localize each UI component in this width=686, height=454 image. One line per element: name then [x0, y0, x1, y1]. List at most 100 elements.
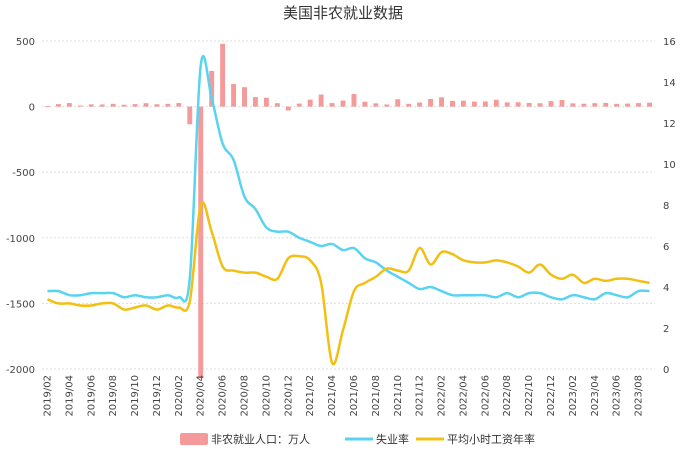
- bar-employment: [471, 101, 477, 107]
- bar-employment: [384, 104, 390, 107]
- bar-employment: [603, 102, 609, 107]
- x-tick-label: 2022/04: [458, 375, 469, 417]
- x-tick-label: 2021/10: [393, 375, 404, 417]
- bar-employment: [231, 84, 237, 107]
- bar-employment: [252, 97, 258, 107]
- bar-employment: [274, 103, 280, 107]
- bar-employment: [263, 97, 269, 107]
- x-tick-label: 2023/06: [612, 375, 623, 417]
- bar-employment: [614, 103, 620, 107]
- bar-employment: [88, 104, 94, 107]
- x-tick-label: 2023/04: [590, 375, 601, 417]
- x-tick-label: 2019/12: [152, 375, 163, 417]
- x-tick-label: 2020/12: [283, 375, 294, 417]
- grid-lines: [42, 40, 655, 370]
- bar-employment: [176, 103, 182, 107]
- legend-label-wage: 平均小时工资年率: [447, 432, 535, 446]
- right-tick-label: 6: [663, 242, 669, 253]
- left-tick-label: -500: [12, 168, 35, 179]
- bar-employment: [285, 106, 291, 111]
- chart-title: 美国非农就业数据: [283, 4, 403, 22]
- bar-employment: [99, 104, 105, 107]
- x-tick-label: 2020/06: [218, 375, 229, 417]
- bar-employment: [55, 104, 61, 107]
- bar-employment: [526, 102, 532, 107]
- bar-employment: [515, 102, 521, 107]
- x-tick-label: 2019/08: [108, 375, 119, 417]
- x-tick-label: 2021/04: [327, 375, 338, 417]
- x-tick-label: 2020/08: [240, 375, 251, 417]
- x-tick-label: 2021/06: [349, 375, 360, 417]
- right-tick-label: 8: [663, 201, 669, 212]
- bar-employment: [428, 98, 434, 107]
- bar-employment: [504, 102, 510, 107]
- legend-swatch-employment: [180, 433, 208, 445]
- x-tick-label: 2019/10: [130, 375, 141, 417]
- right-tick-label: 10: [663, 160, 676, 171]
- bar-employment: [110, 103, 116, 107]
- x-tick-label: 2021/08: [371, 375, 382, 417]
- bar-employment: [198, 106, 204, 379]
- line-series: [47, 54, 650, 366]
- bar-employment: [417, 102, 423, 107]
- bar-employment: [537, 103, 543, 107]
- x-tick-label: 2022/10: [524, 375, 535, 417]
- bar-employment: [362, 101, 368, 107]
- left-tick-label: -1500: [6, 299, 35, 310]
- x-tick-label: 2020/10: [261, 375, 272, 417]
- x-tick-label: 2019/06: [86, 375, 97, 417]
- bar-employment: [636, 103, 642, 107]
- bar-employment: [45, 106, 50, 108]
- left-y-axis: 500 0 -500 -1000 -1500 -2000: [6, 37, 35, 376]
- right-tick-label: 12: [663, 119, 676, 130]
- bar-employment: [460, 100, 466, 107]
- right-tick-label: 4: [663, 283, 669, 294]
- bar-employment: [132, 104, 138, 107]
- left-tick-label: -1000: [6, 234, 35, 245]
- bar-employment: [154, 104, 160, 107]
- x-axis: 2019/02 2019/04 2019/06 2019/08 2019/10 2019/…: [42, 375, 644, 417]
- x-tick-label: 2021/12: [415, 375, 426, 417]
- bar-employment: [482, 101, 488, 107]
- x-tick-label: 2022/08: [502, 375, 513, 417]
- right-tick-label: 0: [663, 365, 669, 376]
- bar-employment: [220, 43, 226, 107]
- bar-employment: [406, 103, 412, 107]
- line-unemployment-rate: [47, 54, 650, 303]
- x-tick-label: 2021/02: [305, 375, 316, 417]
- right-tick-label: 16: [663, 37, 676, 48]
- bar-employment: [373, 103, 379, 107]
- bar-employment: [242, 87, 247, 107]
- x-tick-label: 2022/02: [437, 375, 448, 417]
- bar-employment: [209, 70, 215, 107]
- bar-employment: [77, 105, 83, 107]
- bar-employment: [66, 103, 72, 107]
- bar-employment: [450, 100, 455, 107]
- bar-employment: [121, 104, 127, 107]
- left-tick-label: -2000: [6, 365, 35, 376]
- bar-employment: [592, 103, 598, 107]
- right-tick-label: 14: [663, 78, 676, 89]
- right-y-axis: 16 14 12 10 8 6 4 2 0: [663, 37, 676, 376]
- bar-employment: [318, 94, 324, 107]
- legend-label-employment: 非农就业人口：万人: [211, 432, 310, 446]
- bar-employment: [143, 103, 149, 107]
- legend: 非农就业人口：万人 失业率 平均小时工资年率: [180, 432, 535, 446]
- bar-employment: [493, 99, 499, 107]
- right-tick-label: 2: [663, 324, 669, 335]
- bar-employment: [570, 103, 576, 107]
- x-tick-label: 2019/02: [42, 375, 53, 417]
- bar-employment: [559, 100, 565, 107]
- x-tick-label: 2022/06: [480, 375, 491, 417]
- bar-employment: [307, 99, 313, 107]
- bar-employment: [647, 102, 652, 107]
- line-hourly-wage-growth: [47, 201, 650, 366]
- legend-label-unemployment: 失业率: [376, 432, 409, 446]
- x-tick-label: 2019/04: [64, 375, 75, 417]
- x-tick-label: 2022/12: [546, 375, 557, 417]
- bar-employment: [340, 100, 346, 107]
- x-tick-label: 2023/02: [568, 375, 579, 417]
- bar-employment: [296, 103, 302, 107]
- bar-series: [45, 43, 652, 379]
